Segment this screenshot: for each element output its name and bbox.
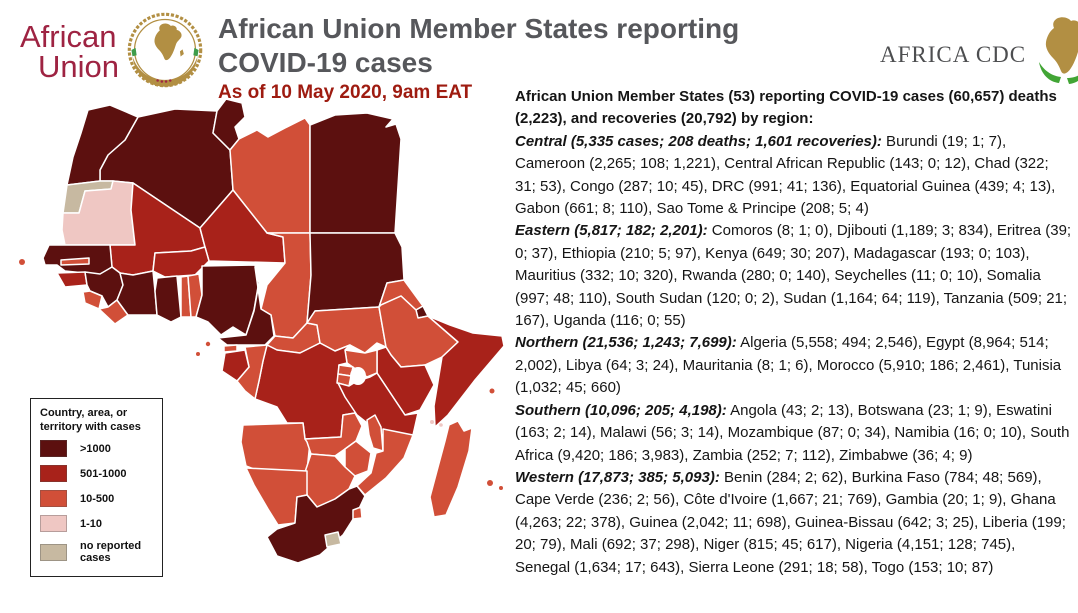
region-paragraph: Eastern (5,817; 182; 2,201): Comoros (8;… (515, 222, 1072, 330)
country-angola (240, 422, 311, 475)
country-cape-verde (19, 259, 25, 265)
country-eq-guinea (223, 344, 238, 353)
map-legend: Country, area, or territory with cases >… (30, 398, 163, 578)
summary-intro: African Union Member States (53) reporti… (515, 88, 1057, 128)
legend-item: >1000 (40, 440, 157, 458)
african-union-emblem-icon (127, 12, 203, 88)
country-madagascar (429, 420, 473, 518)
country-tunisia (212, 98, 246, 151)
country-lesotho (324, 531, 342, 548)
region-paragraph: Western (17,873; 385; 5,093): Benin (284… (515, 468, 1066, 576)
country-gambia (60, 257, 90, 266)
legend-title: Country, area, or territory with cases (40, 407, 141, 434)
africa-choropleth-map (5, 95, 510, 608)
region-paragraphs: Central (5,335 cases; 208 deaths; 1,601 … (515, 131, 1072, 579)
legend-item: 501-1000 (40, 465, 157, 483)
country-cameroon (217, 266, 275, 346)
africa-map-svg (19, 98, 505, 564)
country-somalia (427, 315, 505, 428)
date-subtitle: As of 10 May 2020, 9am EAT (218, 82, 473, 103)
legend-color-swatch (40, 490, 67, 508)
legend-label: no reported cases (80, 540, 142, 565)
country-comoros (439, 423, 443, 427)
country-sierra-leone (82, 290, 103, 310)
region-heading: Western (17,873; 385; 5,093): (515, 468, 720, 486)
legend-label: 10-500 (80, 492, 115, 505)
country-eq-guinea-bioko (205, 341, 211, 347)
legend-item: 1-10 (40, 515, 157, 533)
country-eswatini (352, 506, 363, 520)
region-paragraph: Southern (10,096; 205; 4,198): Angola (4… (515, 401, 1070, 464)
country-gabon (221, 349, 250, 382)
country-mauritius (487, 480, 493, 486)
legend-item: no reported cases (40, 540, 157, 564)
country-morocco (66, 104, 139, 186)
country-egypt (309, 112, 402, 234)
summary-panel: African Union Member States (53) reporti… (515, 86, 1072, 579)
legend-color-swatch (40, 465, 67, 483)
legend-label: >1000 (80, 442, 111, 455)
africa-cdc-emblem-icon (1039, 17, 1078, 84)
legend-color-swatch (40, 515, 67, 533)
lake-victoria (350, 367, 366, 385)
legend-label: 501-1000 (80, 467, 127, 480)
country-seychelles (489, 388, 495, 394)
african-union-wordmark: African Union (20, 19, 119, 85)
legend-color-swatch (40, 543, 67, 561)
region-paragraph: Central (5,335 cases; 208 deaths; 1,601 … (515, 132, 1056, 218)
legend-label: 1-10 (80, 517, 103, 530)
region-heading: Southern (10,096; 205; 4,198): (515, 401, 727, 419)
country-guinea-bissau (56, 271, 88, 288)
africa-cdc-logo: AFRICA CDC (880, 14, 1078, 84)
country-comoros (430, 420, 434, 424)
country-cote-divoire (116, 270, 158, 316)
country-south-africa (266, 485, 366, 564)
region-heading: Northern (21,536; 1,243; 7,699): (515, 334, 737, 352)
country-mauritius (499, 486, 503, 490)
legend-items: >1000 501-1000 10-500 1-10 no reported cases (40, 440, 157, 564)
legend-color-swatch (40, 440, 67, 458)
region-heading: Eastern (5,817; 182; 2,201): (515, 222, 708, 240)
page-title: African Union Member States reporting CO… (218, 13, 740, 79)
country-ghana (154, 275, 182, 323)
legend-item: 10-500 (40, 490, 157, 508)
region-paragraph: Northern (21,536; 1,243; 7,699): Algeria… (515, 334, 1062, 397)
africa-cdc-wordmark: AFRICA CDC (880, 42, 1027, 67)
african-union-logo: African Union (20, 8, 207, 92)
country-sao-tome (196, 352, 200, 356)
region-heading: Central (5,335 cases; 208 deaths; 1,601 … (515, 132, 882, 150)
